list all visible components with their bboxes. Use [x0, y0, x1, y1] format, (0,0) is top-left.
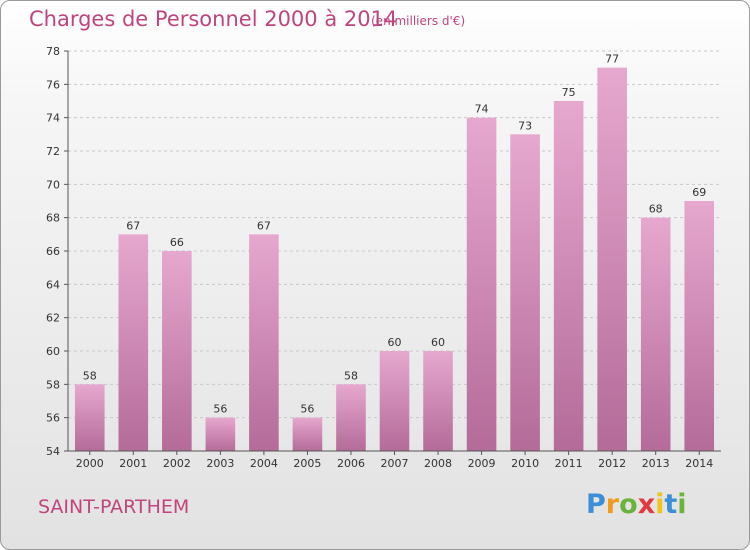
- y-tick-label: 56: [46, 412, 60, 425]
- value-label-2004: 67: [257, 219, 271, 232]
- value-label-2014: 69: [692, 186, 706, 199]
- x-tick-label-2006: 2006: [337, 457, 365, 470]
- x-tick-label-2008: 2008: [424, 457, 452, 470]
- bar-2000: [74, 384, 105, 451]
- value-label-2009: 74: [475, 103, 489, 116]
- x-tick-label-2007: 2007: [381, 457, 409, 470]
- y-tick-label: 62: [46, 312, 60, 325]
- logo-letter: x: [637, 489, 656, 520]
- value-label-2001: 67: [126, 219, 140, 232]
- y-tick-label: 54: [46, 445, 60, 458]
- bar-2007: [379, 351, 410, 451]
- bar-2008: [423, 351, 453, 451]
- x-tick-label-2005: 2005: [293, 457, 321, 470]
- bar-2003: [205, 417, 236, 451]
- value-label-2003: 56: [213, 403, 227, 416]
- x-tick-label-2010: 2010: [511, 457, 539, 470]
- x-tick-label-2014: 2014: [685, 457, 713, 470]
- logo-letter: o: [619, 489, 638, 520]
- axes: 54 56 58 60 62 64 66 68 70 72 74 76 78 2000 2001 2002 20…: [46, 45, 721, 470]
- logo-letter: r: [605, 489, 620, 520]
- y-tick-label: 76: [46, 78, 60, 91]
- value-label-2006: 58: [344, 369, 358, 382]
- value-label-2007: 60: [388, 336, 402, 349]
- value-label-2011: 75: [562, 86, 576, 99]
- bar-2002: [162, 251, 192, 451]
- logo-letter: i: [655, 489, 665, 520]
- x-tick-label-2013: 2013: [642, 457, 670, 470]
- x-tick-label-2000: 2000: [76, 457, 104, 470]
- y-tick-label: 58: [46, 378, 60, 391]
- value-label-2013: 68: [649, 203, 663, 216]
- y-tick-label: 60: [46, 345, 60, 358]
- x-tick-label-2002: 2002: [163, 457, 191, 470]
- bar-2012: [597, 67, 627, 452]
- x-tick-label-2003: 2003: [206, 457, 234, 470]
- value-label-2012: 77: [605, 53, 619, 66]
- value-label-2008: 60: [431, 336, 445, 349]
- chart-title: Charges de Personnel 2000 à 2014: [29, 7, 398, 31]
- bar-2013: [640, 217, 671, 451]
- bars: 58 67 66 56 67 56 58 60 60 74 73 75 77 68 69: [74, 53, 715, 452]
- bar-2005: [292, 417, 323, 451]
- bar-2014: [684, 201, 715, 451]
- value-label-2005: 56: [300, 403, 314, 416]
- value-label-2000: 58: [83, 369, 97, 382]
- y-tick-label: 68: [46, 212, 60, 225]
- unit-label: (en milliers d'€): [371, 14, 466, 28]
- bar-2004: [249, 234, 279, 451]
- logo-letter: i: [677, 489, 687, 520]
- y-tick-label: 72: [46, 145, 60, 158]
- logo-letter: t: [664, 489, 678, 520]
- y-tick-label: 66: [46, 245, 60, 258]
- bar-2010: [510, 134, 540, 452]
- y-tick-label: 64: [46, 278, 60, 291]
- x-tick-label-2009: 2009: [468, 457, 496, 470]
- value-label-2010: 73: [518, 119, 532, 132]
- y-tick-label: 78: [46, 45, 60, 58]
- x-tick-label-2012: 2012: [598, 457, 626, 470]
- bar-2011: [553, 101, 584, 451]
- logo-letter: P: [586, 489, 606, 520]
- y-tick-label: 70: [46, 178, 60, 191]
- bar-2009: [466, 117, 497, 452]
- commune-name: SAINT-PARTHEM: [38, 496, 190, 518]
- x-tick-label-2011: 2011: [555, 457, 583, 470]
- bar-2001: [118, 234, 149, 451]
- x-tick-label-2001: 2001: [119, 457, 147, 470]
- value-label-2002: 66: [170, 236, 184, 249]
- y-tick-label: 74: [46, 112, 60, 125]
- bar-2006: [336, 384, 366, 451]
- x-tick-label-2004: 2004: [250, 457, 278, 470]
- proxiti-logo: Proxiti: [586, 489, 687, 520]
